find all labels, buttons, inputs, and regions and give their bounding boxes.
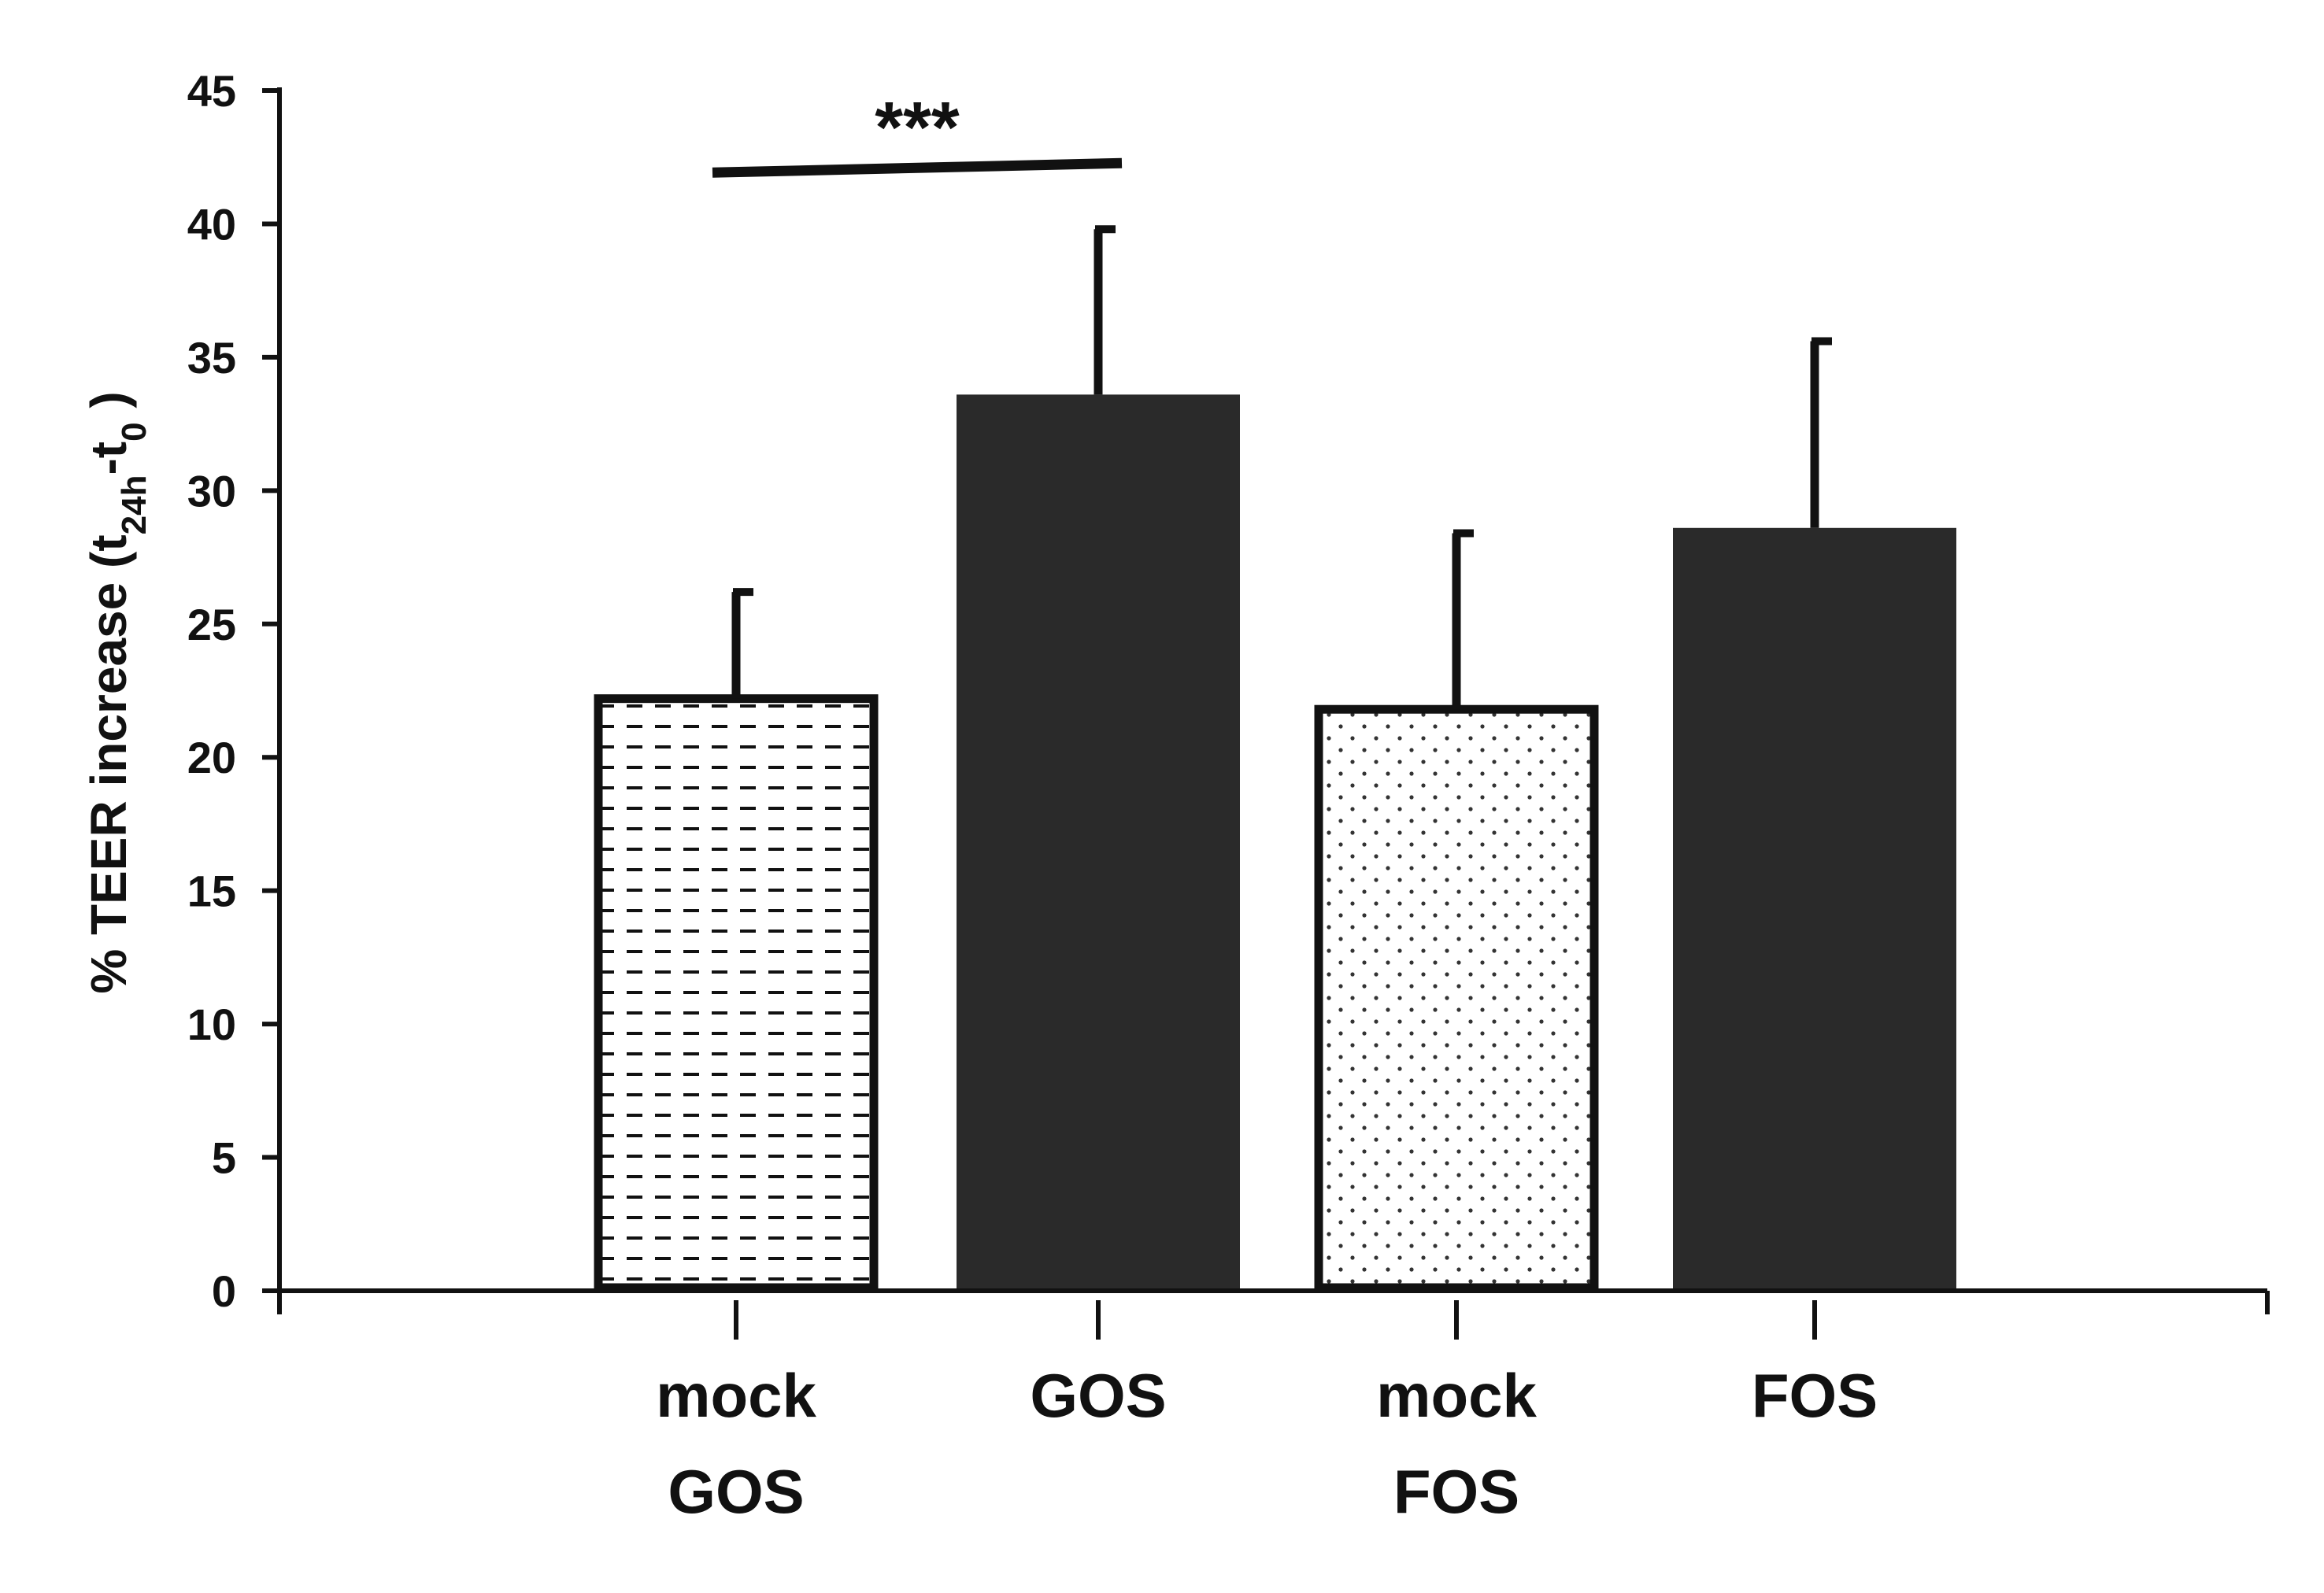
significance-label: *** [875, 87, 960, 168]
y-tick-label-6: 30 [187, 466, 236, 516]
bars-group [594, 394, 1956, 1292]
y-tick-label-7: 35 [187, 333, 236, 383]
category-label-2-0: mock [1376, 1361, 1537, 1430]
axes-group [262, 87, 2270, 1340]
y-axis-label: % TEER increase (t24h-t0 ) [80, 391, 154, 993]
y-tick-label-5: 25 [187, 600, 236, 649]
y-tick-label-9: 45 [187, 66, 236, 116]
bar-1 [957, 394, 1240, 1291]
y-tick-label-8: 40 [187, 199, 236, 249]
error-bars-group [731, 225, 1832, 710]
bar-3 [1673, 527, 1956, 1291]
category-label-0-0: mock [656, 1361, 816, 1430]
bar-2 [1314, 704, 1599, 1292]
y-tick-label-1: 5 [212, 1133, 236, 1183]
category-labels-group: mock GOS GOS mock FOS FOS [656, 1361, 1878, 1526]
category-label-0-1: GOS [668, 1457, 804, 1526]
y-tick-label-0: 0 [212, 1266, 236, 1316]
category-label-2-1: FOS [1393, 1457, 1519, 1526]
y-tick-label-3: 15 [187, 867, 236, 916]
y-tick-label-2: 10 [187, 1000, 236, 1049]
category-label-3-0: FOS [1752, 1361, 1878, 1430]
y-tick-label-4: 20 [187, 733, 236, 782]
category-label-1-0: GOS [1030, 1361, 1166, 1430]
significance-group: *** [712, 87, 1123, 178]
significance-line [712, 157, 1123, 178]
tick-labels-group: 0 5 10 15 20 25 30 35 40 45 [187, 66, 236, 1316]
bar-0 [594, 694, 879, 1292]
